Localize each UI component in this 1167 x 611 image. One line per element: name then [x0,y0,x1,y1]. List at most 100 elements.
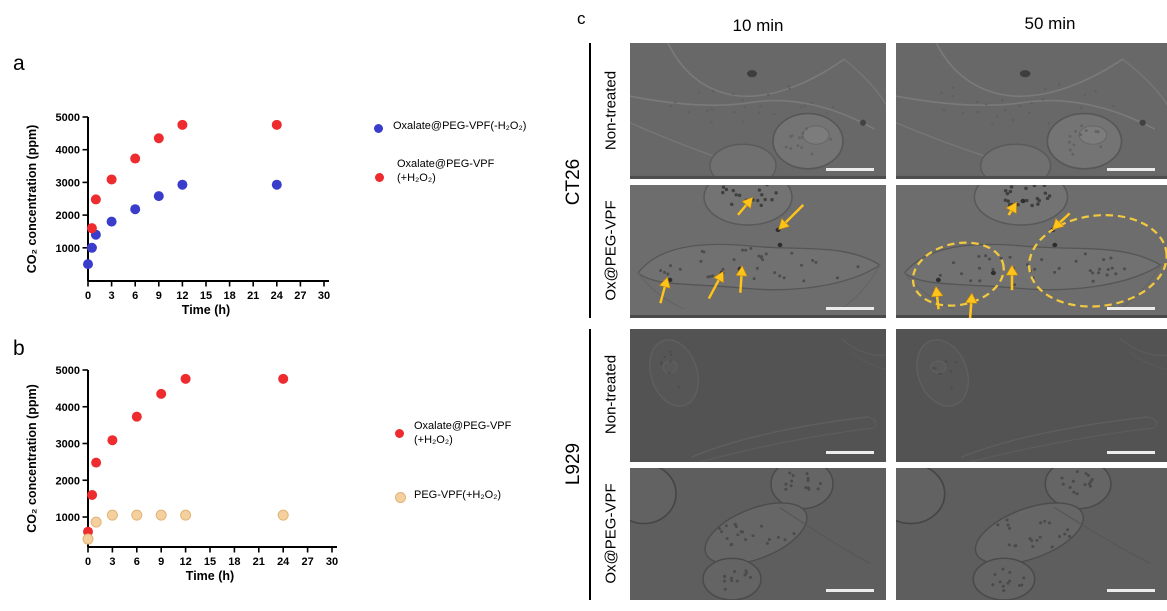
texture-dot [1091,271,1095,275]
texture-dot [940,91,943,95]
texture-dot [718,527,722,531]
texture-dot [669,360,672,363]
data-point [82,533,94,545]
texture-dot [931,366,935,370]
texture-dot [729,576,733,580]
chart-b: 1000 2000 3000 4000 5000 0 3 6 9 12 15 18 21 24 27 30 Ti… [25,365,338,583]
texture-dot [991,122,994,125]
texture-dot [1012,283,1017,287]
data-point [180,373,191,384]
texture-dot [996,115,999,118]
x-tick-label: 27 [301,556,313,568]
texture-dot [742,120,745,123]
texture-dot [1074,129,1078,133]
texture-dot [816,487,820,491]
texture-dot [1022,576,1026,580]
texture-dot [752,277,756,281]
texture-dot [723,587,727,591]
texture-dot [1105,273,1109,277]
dashed-cell-outline [911,241,1005,307]
texture-dot [818,482,822,485]
cell-body [709,143,777,179]
texture-dot [669,104,672,108]
texture-dot [1006,199,1011,203]
texture-dot [1028,537,1032,541]
cell-body [1139,119,1146,126]
cell-body [979,143,1052,179]
texture-dot [1008,579,1012,583]
cell-body [974,502,1085,565]
image-edge [896,315,1167,318]
texture-dot [801,131,805,135]
panel-a-label: a [13,52,25,75]
data-point [177,179,188,190]
texture-dot [1086,474,1091,478]
texture-dot [806,476,810,480]
y-axis-title: CO₂ concentration (ppm) [25,384,39,533]
x-tick-label: 30 [318,290,330,302]
texture-dot [804,486,808,490]
texture-dot [1016,203,1020,207]
texture-dot [732,258,736,262]
micrograph-ct26-treated-50min [896,185,1167,318]
row-label-l929-nontreated: Non-treated [602,354,620,435]
cell-outline [691,416,869,458]
texture-dot [1079,106,1083,109]
texture-dot [1068,486,1072,490]
texture-dot [757,111,761,115]
texture-dot [805,127,808,130]
data-point [130,204,141,215]
arrow-head [741,196,754,210]
texture-dot [730,202,734,207]
texture-dot [1058,83,1061,86]
arrow-icon [778,203,805,231]
texture-dot [987,257,992,261]
cell-body [860,119,866,126]
texture-dot [1052,270,1057,274]
cell-body [930,360,947,374]
texture-dot [1042,98,1045,101]
x-tick-label: 18 [228,556,240,568]
y-tick-label: 4000 [56,402,80,414]
texture-dot [1003,198,1008,202]
micrograph-ct26-nontreated-50min [896,43,1167,179]
cell-body [896,468,946,525]
y-tick-label: 3000 [56,439,80,451]
data-point [106,174,117,185]
texture-dot [1028,111,1031,115]
texture-dot [978,279,982,283]
micrograph-l929-treated-50min [896,468,1167,600]
cell-body [990,270,996,276]
texture-dot [1099,145,1103,149]
texture-dot [725,537,729,540]
texture-dot [1040,258,1044,262]
texture-dot [782,276,786,280]
texture-dot [969,279,973,283]
texture-dot [1072,490,1076,494]
texture-dot [699,259,703,263]
texture-dot [991,583,995,587]
texture-dot [1047,121,1050,125]
cell-outline [867,416,877,429]
texture-dot [739,530,743,534]
x-tick-label: 0 [85,556,91,568]
arrow-icon [707,270,724,300]
texture-dot [663,355,666,359]
texture-dot [778,274,782,278]
texture-dot [1102,258,1106,262]
texture-dot [706,109,709,112]
texture-dot [1084,472,1088,476]
y-tick-label: 4000 [56,145,80,157]
cell-outline [1054,507,1151,564]
cell-outline [841,338,886,356]
data-point [271,179,282,190]
cell-outline [960,416,1149,458]
texture-dot [1079,133,1083,137]
micrograph-drawing [630,43,886,179]
texture-dot [1068,148,1072,152]
panel-c-label: c [577,9,586,28]
micrograph-l929-nontreated-50min [896,329,1167,462]
texture-dot [767,538,771,542]
cell-outline [1147,416,1158,429]
